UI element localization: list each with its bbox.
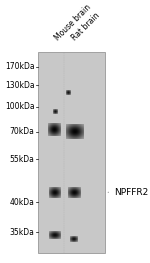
Text: 100kDa: 100kDa <box>5 102 34 111</box>
Text: 55kDa: 55kDa <box>10 155 34 164</box>
Text: NPFFR2: NPFFR2 <box>108 188 148 197</box>
Text: Mouse brain: Mouse brain <box>53 2 93 42</box>
Text: 35kDa: 35kDa <box>10 227 34 236</box>
Text: Rat brain: Rat brain <box>70 11 102 42</box>
Text: 170kDa: 170kDa <box>5 63 34 72</box>
FancyBboxPatch shape <box>38 52 105 252</box>
Text: 40kDa: 40kDa <box>10 198 34 207</box>
Text: 70kDa: 70kDa <box>10 127 34 136</box>
Text: 130kDa: 130kDa <box>5 81 34 90</box>
